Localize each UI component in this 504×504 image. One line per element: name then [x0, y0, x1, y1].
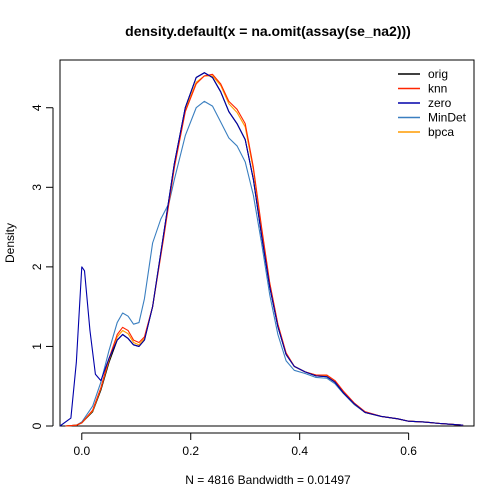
x-tick-label: 0.0: [73, 444, 90, 458]
y-axis-label: Density: [3, 223, 17, 263]
plot-frame: [59, 59, 475, 427]
legend-label-bpca: bpca: [428, 125, 454, 139]
legend-label-orig: orig: [428, 67, 448, 81]
series-line-zero: [59, 72, 464, 427]
chart-title: density.default(x = na.omit(assay(se_na2…: [125, 23, 411, 39]
x-tick-label: 0.2: [182, 444, 199, 458]
y-tick-label: 2: [30, 263, 44, 270]
y-tick-label: 0: [30, 422, 44, 429]
series-layer: [59, 72, 464, 427]
legend-label-knn: knn: [428, 82, 447, 96]
y-tick-label: 1: [30, 343, 44, 350]
y-axis: 0 1 2 3 4: [30, 104, 54, 429]
y-tick-label: 3: [30, 184, 44, 191]
x-axis: 0.0 0.2 0.4 0.6: [73, 432, 417, 458]
legend-label-mindet: MinDet: [428, 111, 467, 125]
x-tick-label: 0.4: [291, 444, 308, 458]
y-tick-label: 4: [30, 104, 44, 111]
series-line-mindet: [65, 100, 464, 427]
series-line-knn: [65, 73, 464, 427]
x-tick-label: 0.6: [400, 444, 417, 458]
legend-label-zero: zero: [428, 96, 452, 110]
x-axis-label: N = 4816 Bandwidth = 0.01497: [185, 473, 351, 487]
